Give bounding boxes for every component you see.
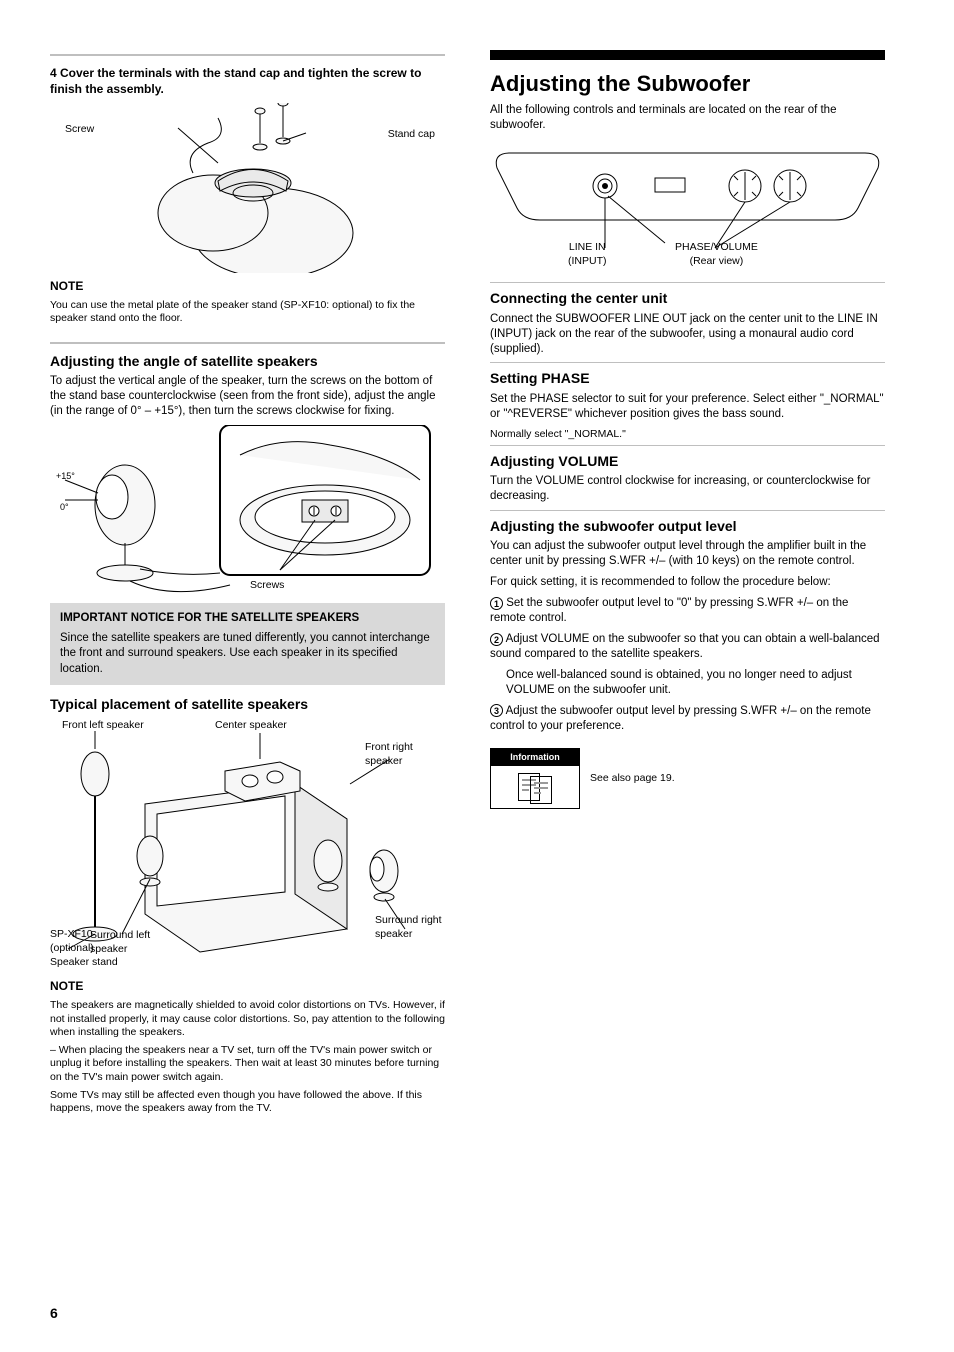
label-phase-volume: PHASE/VOLUME (Rear view) xyxy=(675,241,758,268)
main-heading: Adjusting the Subwoofer xyxy=(490,70,885,99)
subwoofer-panel-illustration: LINE IN (INPUT) PHASE/VOLUME (Rear view) xyxy=(490,138,885,268)
note-2-body-2: – When placing the speakers near a TV se… xyxy=(50,1044,445,1085)
label-screw: Screw xyxy=(65,123,94,137)
note-1-body: You can use the metal plate of the speak… xyxy=(50,299,445,326)
rule xyxy=(490,445,885,446)
note-2-body-1: The speakers are magnetically shielded t… xyxy=(50,999,445,1040)
sec4-step-2: 2 Adjust VOLUME on the subwoofer so that… xyxy=(490,632,885,662)
angle-heading: Adjusting the angle of satellite speaker… xyxy=(50,352,445,370)
label-stand-model: SP-XF10 (optional) Speaker stand xyxy=(50,928,120,969)
rule xyxy=(490,362,885,363)
important-notice: IMPORTANT NOTICE FOR THE SATELLITE SPEAK… xyxy=(50,603,445,685)
step-number-2: 2 xyxy=(490,633,503,646)
sec4-step-1: 1 Set the subwoofer output level to "0" … xyxy=(490,596,885,626)
rule xyxy=(50,54,445,56)
sec2-small: Normally select "_NORMAL." xyxy=(490,428,885,442)
note-2-heading: NOTE xyxy=(50,979,445,995)
important-notice-body: Since the satellite speakers are tuned d… xyxy=(60,631,435,678)
rule-black xyxy=(490,50,885,60)
step-number-3: 3 xyxy=(490,704,503,717)
label-stand-cap: Stand cap xyxy=(388,128,435,142)
angle-illustration: +15° 0° xyxy=(50,425,445,595)
manual-page: 4 Cover the terminals with the stand cap… xyxy=(0,0,954,1352)
step-3-text: Adjust the subwoofer output level by pre… xyxy=(490,705,871,732)
info-tag-header: Information xyxy=(491,749,579,767)
label-front-left: Front left speaker xyxy=(62,719,144,733)
step-1-text: Set the subwoofer output level to "0" by… xyxy=(490,597,848,624)
sec4-step-2b: Once well-balanced sound is obtained, yo… xyxy=(506,668,885,698)
step-number-1: 1 xyxy=(490,597,503,610)
rule xyxy=(50,342,445,344)
right-column: Adjusting the Subwoofer All the followin… xyxy=(490,50,885,809)
sec3-body: Turn the VOLUME control clockwise for in… xyxy=(490,474,885,504)
sec4-heading: Adjusting the subwoofer output level xyxy=(490,517,885,535)
label-front-right: Front right speaker xyxy=(365,741,445,768)
sec4-body-2: For quick setting, it is recommended to … xyxy=(490,575,885,590)
intro-body: All the following controls and terminals… xyxy=(490,103,885,133)
info-tag-text: See also page 19. xyxy=(590,772,675,786)
stand-cap-illustration: Screw Stand cap xyxy=(50,103,445,273)
label-line-in: LINE IN (INPUT) xyxy=(568,241,607,268)
label-center: Center speaker xyxy=(215,719,287,733)
placement-illustration: Front left speaker Center speaker Front … xyxy=(50,719,445,969)
page-icon xyxy=(530,776,552,804)
label-surr-right: Surround right speaker xyxy=(375,914,445,941)
left-column: 4 Cover the terminals with the stand cap… xyxy=(50,50,445,1116)
note-1-heading: NOTE xyxy=(50,279,445,295)
step-2-text: Adjust VOLUME on the subwoofer so that y… xyxy=(490,633,880,660)
placement-heading: Typical placement of satellite speakers xyxy=(50,695,445,713)
sec2-body: Set the PHASE selector to suit for your … xyxy=(490,392,885,422)
sec2-heading: Setting PHASE xyxy=(490,369,885,387)
svg-text:+15°: +15° xyxy=(56,471,75,481)
stand-cap-svg xyxy=(118,103,378,273)
info-tag-body xyxy=(491,766,579,808)
sec4-body-1: You can adjust the subwoofer output leve… xyxy=(490,539,885,569)
sec4-step-3: 3 Adjust the subwoofer output level by p… xyxy=(490,704,885,734)
page-number: 6 xyxy=(50,1304,58,1322)
svg-text:0°: 0° xyxy=(60,502,69,512)
angle-body: To adjust the vertical angle of the spea… xyxy=(50,374,445,419)
note-2-body-3: Some TVs may still be affected even thou… xyxy=(50,1089,445,1116)
sec3-heading: Adjusting VOLUME xyxy=(490,452,885,470)
sec1-heading: Connecting the center unit xyxy=(490,289,885,307)
rule xyxy=(490,282,885,283)
label-screws: Screws xyxy=(250,579,284,593)
important-notice-title: IMPORTANT NOTICE FOR THE SATELLITE SPEAK… xyxy=(60,611,435,627)
information-tag: Information xyxy=(490,748,580,810)
sec1-body: Connect the SUBWOOFER LINE OUT jack on t… xyxy=(490,312,885,357)
rule xyxy=(490,510,885,511)
info-tag-row: Information See also page 19. xyxy=(490,748,885,810)
angle-svg: +15° 0° xyxy=(50,425,445,595)
step-4-heading: 4 Cover the terminals with the stand cap… xyxy=(50,66,445,97)
